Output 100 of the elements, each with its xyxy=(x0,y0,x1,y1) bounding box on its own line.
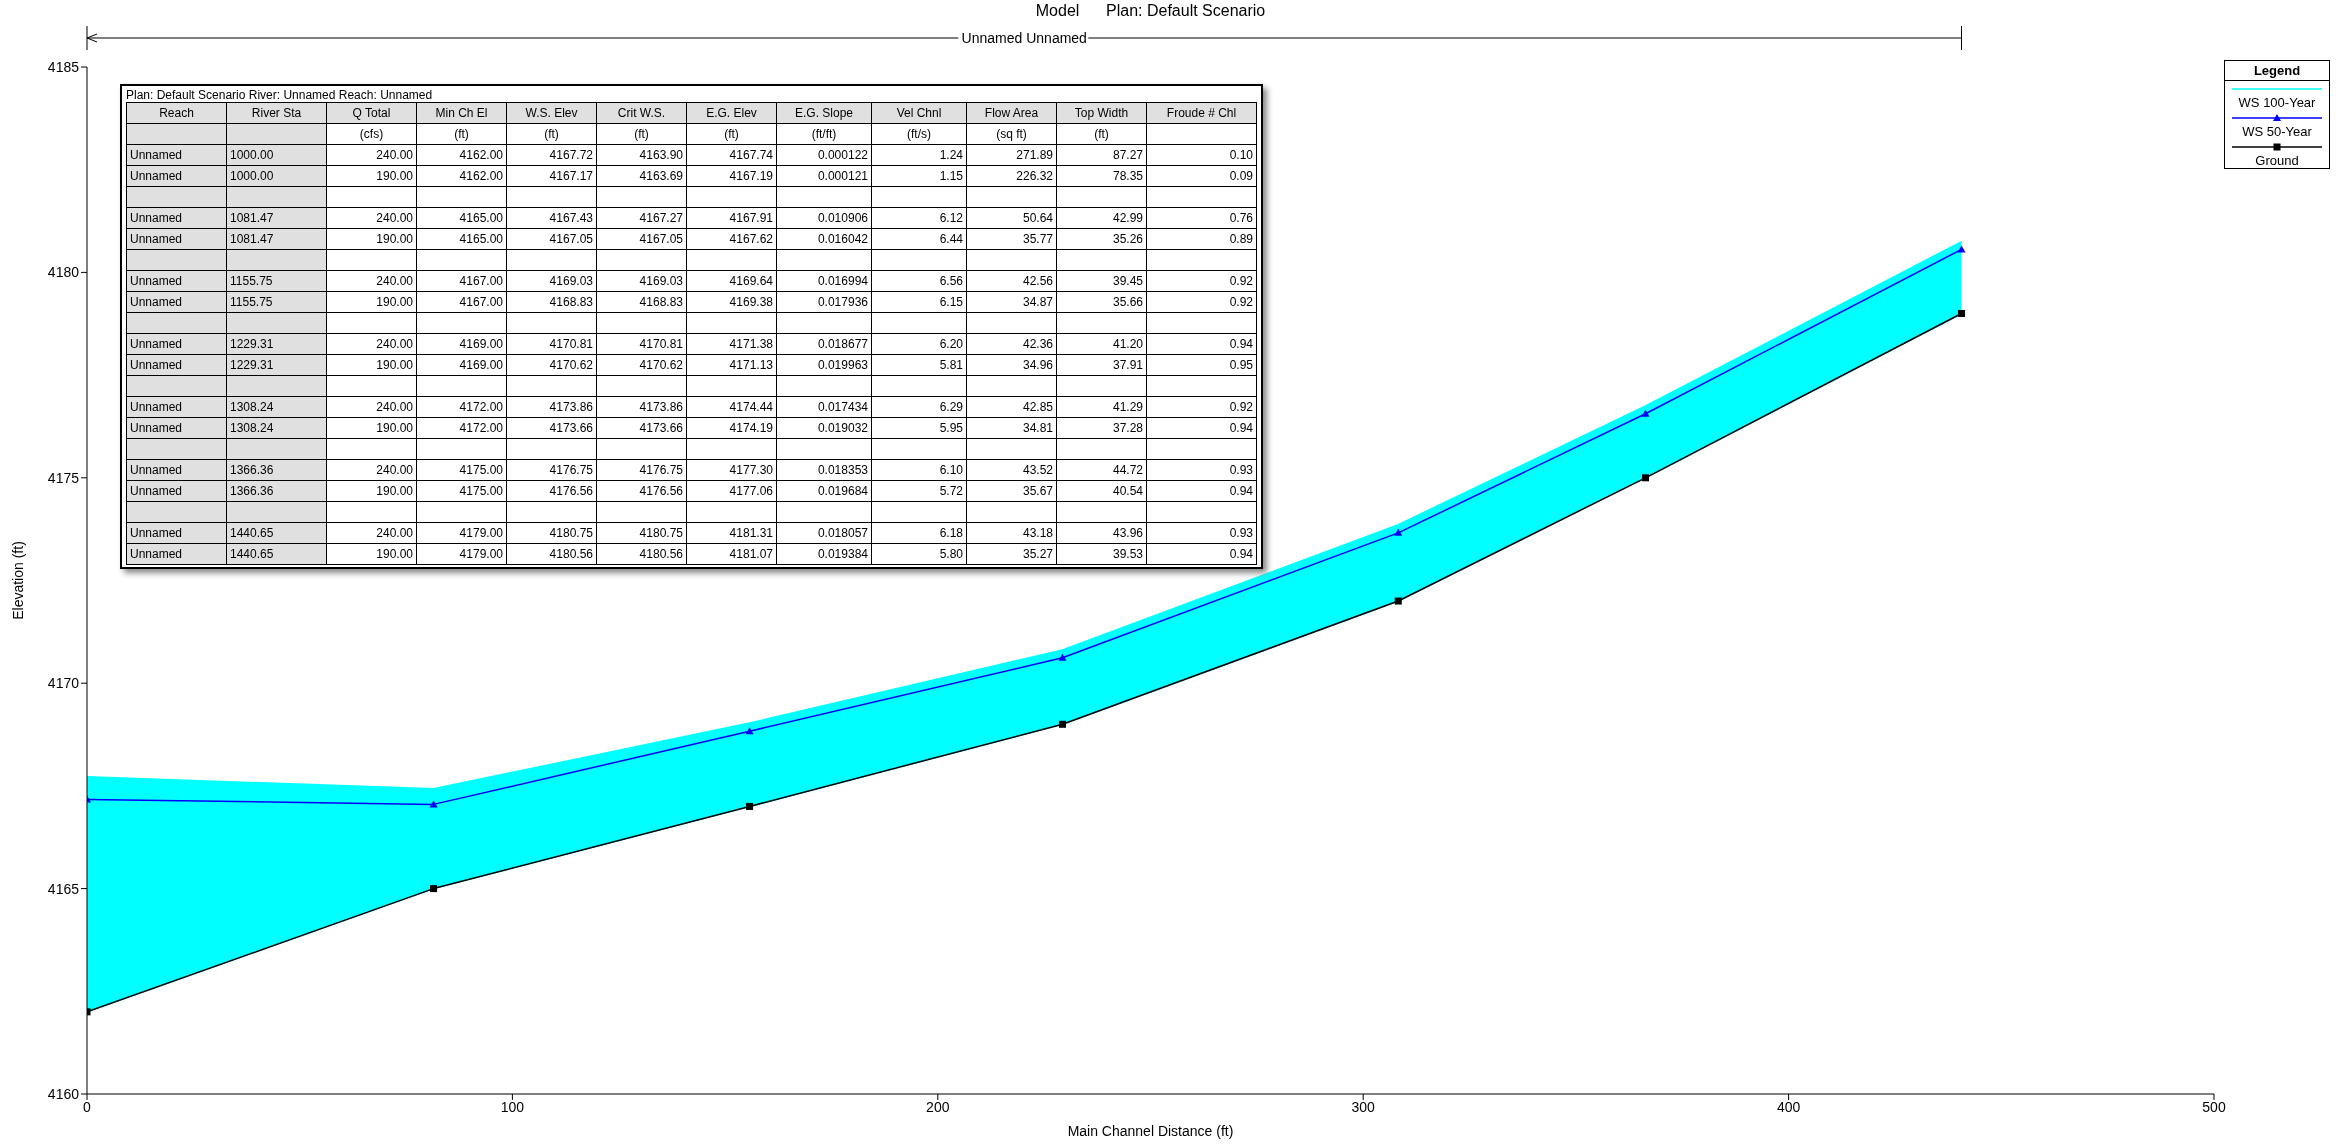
annotation: 4168.83 xyxy=(596,291,687,313)
chart-title: Model Plan: Default Scenario xyxy=(1034,2,1267,20)
annotation: 1308.24 xyxy=(226,396,327,418)
annotation: 41.20 xyxy=(1056,333,1147,355)
annotation: 43.18 xyxy=(966,522,1057,544)
annotation: Crit W.S. xyxy=(596,102,687,124)
annotation: 4175.00 xyxy=(416,480,507,502)
annotation: (ft) xyxy=(416,123,507,145)
annotation: 41.29 xyxy=(1056,396,1147,418)
annotation: 6.20 xyxy=(871,333,967,355)
annotation: 4171.38 xyxy=(686,333,777,355)
annotation: 6.29 xyxy=(871,396,967,418)
annotation: 190.00 xyxy=(326,165,417,187)
y-tick-label: 4160 xyxy=(47,1085,80,1102)
annotation: 4180.75 xyxy=(596,522,687,544)
annotation: (ft) xyxy=(596,123,687,145)
annotation: 4173.66 xyxy=(596,417,687,439)
annotation: Unnamed xyxy=(126,333,227,355)
annotation: 4169.64 xyxy=(686,270,777,292)
x-axis-title: Main Channel Distance (ft) xyxy=(1067,1123,1234,1139)
annotation: (sq ft) xyxy=(966,123,1057,145)
annotation: 4167.91 xyxy=(686,207,777,229)
annotation: 39.53 xyxy=(1056,543,1147,565)
annotation: 4177.06 xyxy=(686,480,777,502)
annotation: 5.81 xyxy=(871,354,967,376)
annotation: Reach xyxy=(126,102,227,124)
annotation: 1366.36 xyxy=(226,480,327,502)
annotation: 0.94 xyxy=(1146,543,1257,565)
annotation: 0.019963 xyxy=(776,354,872,376)
annotation: 1440.65 xyxy=(226,522,327,544)
annotation: 4162.00 xyxy=(416,165,507,187)
annotation: 0.76 xyxy=(1146,207,1257,229)
annotation: 6.44 xyxy=(871,228,967,250)
annotation: Unnamed xyxy=(126,543,227,565)
annotation: 0.018057 xyxy=(776,522,872,544)
annotation: 271.89 xyxy=(966,144,1057,166)
annotation: 0.89 xyxy=(1146,228,1257,250)
annotation: 6.15 xyxy=(871,291,967,313)
annotation: 226.32 xyxy=(966,165,1057,187)
annotation: Unnamed xyxy=(126,270,227,292)
annotation: 50.64 xyxy=(966,207,1057,229)
annotation: 1155.75 xyxy=(226,291,327,313)
annotation: 87.27 xyxy=(1056,144,1147,166)
annotation: Unnamed xyxy=(126,207,227,229)
annotation: 37.28 xyxy=(1056,417,1147,439)
annotation: (ft/s) xyxy=(871,123,967,145)
annotation: 4174.19 xyxy=(686,417,777,439)
annotation: 1.15 xyxy=(871,165,967,187)
annotation: 0.017936 xyxy=(776,291,872,313)
annotation: 6.56 xyxy=(871,270,967,292)
annotation: 42.85 xyxy=(966,396,1057,418)
annotation: 4169.03 xyxy=(506,270,597,292)
annotation: Vel Chnl xyxy=(871,102,967,124)
legend-label: Ground xyxy=(2254,153,2300,168)
annotation: 4167.00 xyxy=(416,270,507,292)
annotation: 1081.47 xyxy=(226,228,327,250)
annotation: Plan: Default Scenario River: Unnamed Reach: Unnamed xyxy=(126,88,434,102)
annotation: Top Width xyxy=(1056,102,1147,124)
annotation: 43.52 xyxy=(966,459,1057,481)
annotation: 6.10 xyxy=(871,459,967,481)
annotation: (cfs) xyxy=(326,123,417,145)
annotation: Unnamed xyxy=(126,291,227,313)
annotation: 190.00 xyxy=(326,543,417,565)
annotation: 4165.00 xyxy=(416,207,507,229)
x-tick-label: 300 xyxy=(1351,1098,1376,1115)
annotation: 4173.86 xyxy=(506,396,597,418)
point xyxy=(1058,720,1066,728)
y-axis-title: Elevation (ft) xyxy=(9,541,26,620)
annotation: 4181.07 xyxy=(686,543,777,565)
annotation: 240.00 xyxy=(326,459,417,481)
annotation: 1000.00 xyxy=(226,144,327,166)
annotation: 4167.74 xyxy=(686,144,777,166)
annotation: 0.010906 xyxy=(776,207,872,229)
annotation: 4173.86 xyxy=(596,396,687,418)
annotation: 4170.62 xyxy=(596,354,687,376)
point xyxy=(1958,309,1966,317)
annotation: 240.00 xyxy=(326,522,417,544)
annotation: Unnamed xyxy=(126,522,227,544)
annotation: 4163.69 xyxy=(596,165,687,187)
annotation: 0.92 xyxy=(1146,291,1257,313)
text: WS 100-Year xyxy=(2237,95,2317,110)
annotation: 4167.05 xyxy=(506,228,597,250)
annotation: 4175.00 xyxy=(416,459,507,481)
legend-title: Legend xyxy=(2225,61,2329,81)
annotation: 4169.00 xyxy=(416,354,507,376)
point xyxy=(430,885,438,893)
annotation: 4170.81 xyxy=(506,333,597,355)
annotation: 1229.31 xyxy=(226,333,327,355)
annotation: 0.019684 xyxy=(776,480,872,502)
annotation: 40.54 xyxy=(1056,480,1147,502)
annotation: 5.80 xyxy=(871,543,967,565)
y-tick-label: 4165 xyxy=(47,880,80,897)
annotation: 4173.66 xyxy=(506,417,597,439)
annotation: 0.92 xyxy=(1146,270,1257,292)
annotation: 190.00 xyxy=(326,291,417,313)
text: Unnamed Unnamed xyxy=(961,30,1087,46)
annotation: 35.27 xyxy=(966,543,1057,565)
annotation: 1155.75 xyxy=(226,270,327,292)
annotation: 4176.75 xyxy=(596,459,687,481)
annotation: 4170.81 xyxy=(596,333,687,355)
